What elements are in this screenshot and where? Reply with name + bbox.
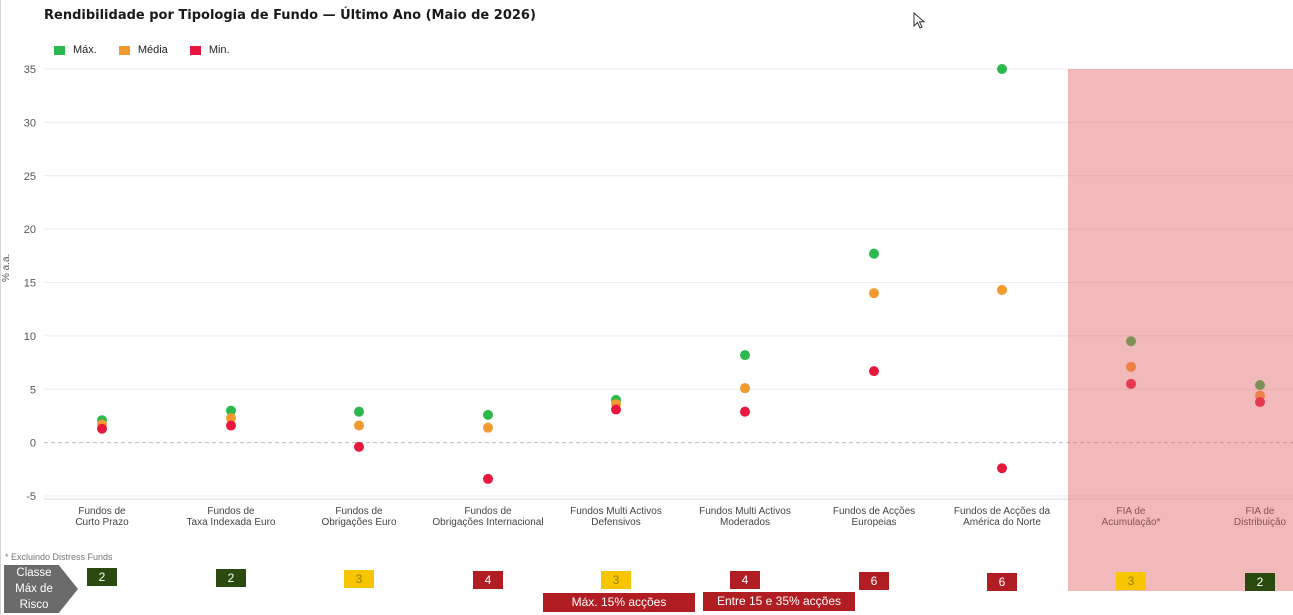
x-tick-label: Fundos Multi Activos (570, 506, 662, 517)
risk-class-box: 4 (730, 571, 760, 589)
data-point-min (997, 463, 1007, 474)
risk-class-box: 2 (1245, 573, 1275, 591)
risk-class-box: 3 (344, 570, 374, 588)
y-tick-label: 25 (24, 171, 36, 183)
risk-label-line-2: Máx de (15, 583, 53, 595)
x-tick-label: Fundos de (335, 506, 383, 517)
footnote: * Excluindo Distress Funds (5, 552, 113, 562)
data-point-max (1126, 336, 1136, 347)
risk-label-line-1: Classe (16, 567, 52, 579)
note-moderados: Entre 15 e 35% acções (703, 592, 855, 611)
y-tick-label: 35 (24, 64, 36, 76)
data-point-media (869, 288, 879, 299)
x-tick-label: Europeias (851, 517, 896, 528)
risk-label-line-3: Risco (19, 599, 49, 611)
risk-class-box: 6 (987, 573, 1017, 591)
x-tick-label: Fundos de Acções da (954, 506, 1051, 517)
data-point-min (611, 404, 621, 415)
mouse-pointer-icon (913, 12, 926, 29)
note-defensivos: Máx. 15% acções (543, 593, 695, 612)
data-point-max (997, 64, 1007, 74)
x-tick-label: América do Norte (963, 517, 1041, 528)
y-tick-label: 10 (24, 331, 36, 343)
x-tick-label: Fundos de (464, 506, 512, 517)
y-tick-label: 15 (24, 278, 36, 290)
data-point-max (740, 350, 750, 361)
data-point-media (1126, 361, 1136, 372)
risk-class-box: 3 (601, 571, 631, 589)
data-point-min (483, 473, 493, 484)
x-tick-label: Fundos Multi Activos (699, 506, 791, 517)
risk-class-box: 6 (859, 572, 889, 590)
chart-title: Rendibilidade por Tipologia de Fundo — Ú… (44, 8, 536, 23)
risk-class-box: 4 (473, 571, 503, 589)
legend-item-min: Min. (189, 44, 230, 56)
frame-border (0, 0, 1, 615)
y-tick-label: 30 (24, 117, 36, 129)
legend-item-media: Média (118, 44, 168, 56)
risk-class-box: 2 (87, 568, 117, 586)
data-point-min (1126, 378, 1136, 389)
legend-label-media: Média (137, 44, 168, 56)
y-tick-label: 20 (24, 224, 36, 236)
legend-swatch-media (118, 45, 130, 55)
x-tick-label: Fundos de (78, 506, 126, 517)
risk-class-box: 3 (1116, 572, 1146, 590)
data-point-media (354, 420, 364, 431)
data-point-min (354, 441, 364, 452)
legend-item-max: Máx. (54, 44, 97, 56)
data-point-min (869, 366, 879, 377)
data-point-max (226, 405, 236, 416)
x-tick-label: FIA de (1117, 506, 1146, 517)
data-point-media (483, 422, 493, 433)
data-point-min (740, 406, 750, 417)
y-tick-label: -5 (26, 491, 36, 503)
x-tick-label: Defensivos (591, 517, 640, 528)
data-point-min (226, 420, 236, 431)
data-point-media (997, 284, 1007, 295)
x-tick-label: Curto Prazo (75, 517, 129, 528)
data-point-min (1255, 397, 1265, 408)
x-tick-label: Obrigações Internacional (432, 517, 543, 528)
x-tick-label: Fundos de (207, 506, 255, 517)
data-point-max (483, 409, 493, 420)
x-tick-label: Moderados (720, 517, 770, 528)
x-tick-label: Distribuição (1234, 517, 1287, 528)
legend-label-max: Máx. (73, 44, 97, 56)
data-point-max (869, 248, 879, 259)
data-point-min (97, 423, 107, 434)
x-tick-label: Taxa Indexada Euro (187, 517, 276, 528)
fia-highlight-region (1068, 69, 1293, 591)
x-tick-label: FIA de (1246, 506, 1275, 517)
x-tick-label: Obrigações Euro (321, 517, 396, 528)
legend-label-min: Min. (208, 44, 230, 56)
data-point-media (740, 383, 750, 394)
chart-legend: Máx. Média Min. (54, 44, 230, 56)
risk-class-box: 2 (216, 569, 246, 587)
legend-swatch-max (54, 45, 65, 55)
data-point-media (226, 413, 236, 424)
x-tick-label: Acumulação* (1102, 517, 1161, 528)
x-tick-label: Fundos de Acções (833, 506, 915, 517)
y-tick-label: 0 (30, 438, 36, 450)
y-tick-label: 5 (30, 384, 36, 396)
data-point-max (354, 406, 364, 417)
legend-swatch-min (189, 45, 201, 55)
data-point-max (1255, 379, 1265, 390)
